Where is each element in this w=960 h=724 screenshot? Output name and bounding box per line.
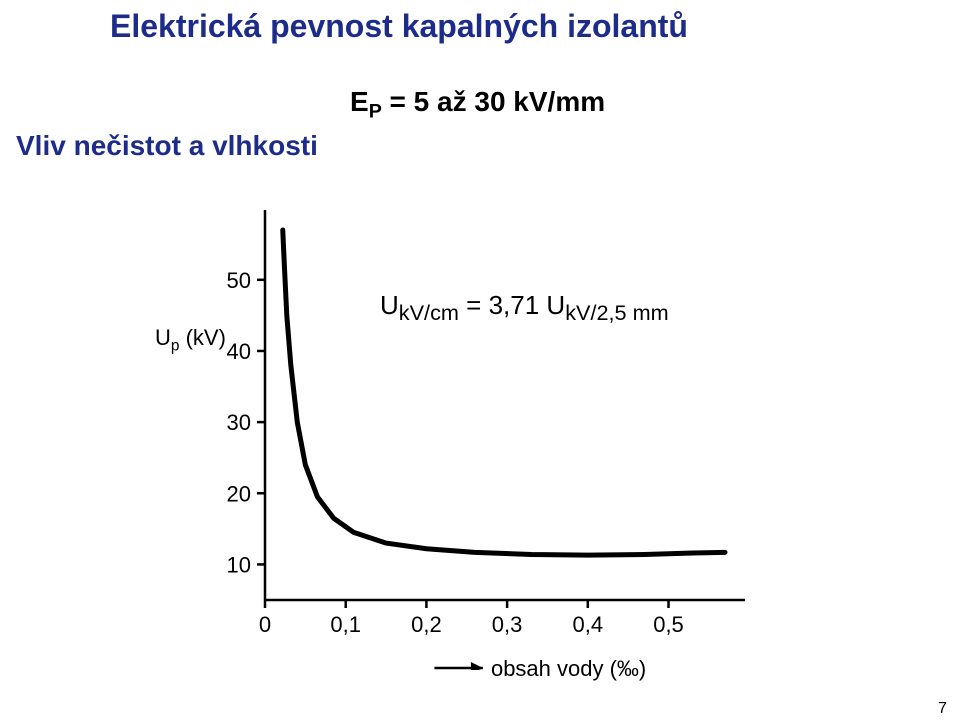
formula-lhs-main: U xyxy=(380,290,399,320)
x-tick-label: 0,5 xyxy=(653,612,684,637)
formula-lhs-sub: kV/cm xyxy=(399,300,459,325)
y-axis-label: Up (kV) xyxy=(155,325,226,355)
x-tick-label: 0,3 xyxy=(492,612,523,637)
y-tick-label: 30 xyxy=(227,410,251,435)
y-tick-label: 40 xyxy=(227,339,251,364)
ep-sub: P xyxy=(369,101,382,123)
y-tick-label: 50 xyxy=(227,268,251,293)
x-axis-label: obsah vody (‰) xyxy=(491,656,646,682)
subtitle-text: Vliv nečistot a vlhkosti xyxy=(16,130,318,161)
x-tick-label: 0,4 xyxy=(573,612,604,637)
page-number-text: 7 xyxy=(938,700,947,717)
page-title: Elektrická pevnost kapalných izolantů xyxy=(110,8,688,45)
x-tick-label: 0 xyxy=(259,612,271,637)
xlabel-text: obsah vody (‰) xyxy=(491,656,646,681)
formula-rhs-sub: kV/2,5 mm xyxy=(565,300,669,325)
x-tick-label: 0,2 xyxy=(411,612,442,637)
ylabel-suffix: (kV) xyxy=(179,325,225,350)
ylabel-prefix: U xyxy=(155,325,171,350)
formula-rhs-main: U xyxy=(546,290,565,320)
y-tick-label: 10 xyxy=(227,552,251,577)
formula-eq: = 3,71 xyxy=(459,290,546,320)
x-tick-label: 0,1 xyxy=(330,612,361,637)
subtitle: Vliv nečistot a vlhkosti xyxy=(16,130,318,162)
y-tick-label: 20 xyxy=(227,481,251,506)
ep-line: EP = 5 až 30 kV/mm xyxy=(350,86,605,124)
ep-prefix: E xyxy=(350,86,369,117)
formula: UkV/cm = 3,71 UkV/2,5 mm xyxy=(380,290,669,326)
ep-suffix: = 5 až 30 kV/mm xyxy=(382,86,605,117)
title-text: Elektrická pevnost kapalných izolantů xyxy=(110,8,688,44)
chart: 10 20 30 40 50 0 0,1 0,2 0,3 0,4 0,5 xyxy=(205,200,745,670)
page-number: 7 xyxy=(938,700,947,718)
chart-svg: 10 20 30 40 50 0 0,1 0,2 0,3 0,4 0,5 xyxy=(205,200,745,670)
